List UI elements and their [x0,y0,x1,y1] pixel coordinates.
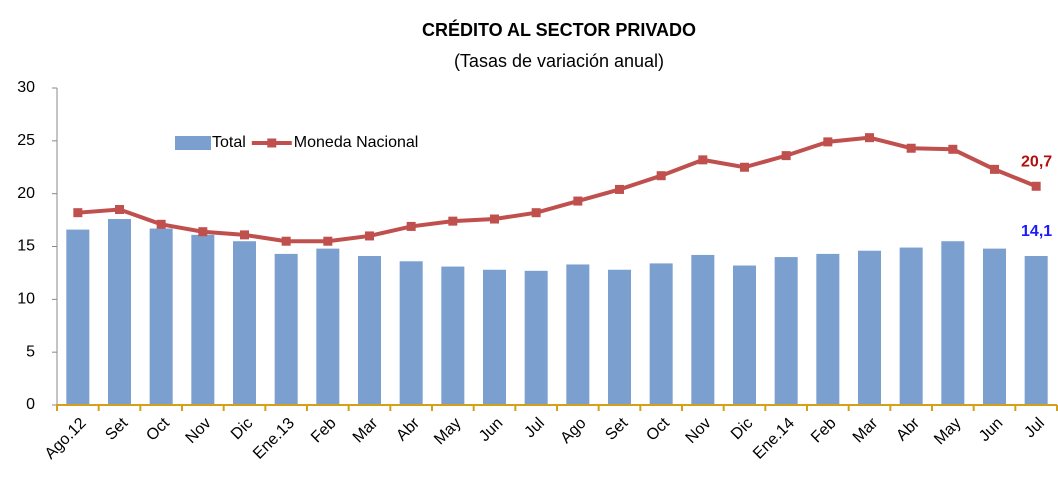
marker [490,214,499,224]
bar [816,253,840,405]
legend-marker [267,138,277,148]
x-tick-label: Jun [476,415,506,445]
marker [948,144,958,154]
bar [233,241,256,405]
marker [865,133,874,143]
bar [733,265,756,405]
legend-label: Total [212,134,246,151]
x-tick-label: May [931,415,964,448]
y-tick-label: 5 [26,343,35,360]
marker [615,184,624,194]
x-tick-label: Jun [976,415,1006,445]
marker [573,196,583,206]
marker [448,216,458,226]
y-tick-label: 10 [17,291,35,308]
x-tick-label: Mar [350,414,382,446]
marker [823,137,833,147]
bar [483,269,506,405]
data-label: 20,7 [1021,153,1052,170]
bar [774,257,798,405]
x-tick-label: Ene.14 [750,415,798,463]
legend-swatch [175,136,211,150]
x-tick-label: Dic [228,415,256,443]
x-tick-label: Feb [308,415,340,447]
x-tick-label: Ago [557,415,589,447]
marker [365,231,374,241]
x-tick-label: Set [102,414,131,443]
bar [941,241,965,405]
bar [358,256,381,405]
marker [240,230,249,240]
bar [691,254,715,405]
line [77,135,1037,244]
x-tick-label: Set [602,414,631,443]
x-tick-label: Abr [893,414,923,444]
bar [899,247,923,405]
bar [274,253,298,405]
y-tick-label: 25 [17,132,35,149]
marker [156,219,166,229]
y-tick-label: 15 [17,238,35,255]
marker [198,227,208,237]
bar [858,250,881,405]
marker [656,171,666,181]
y-tick-label: 0 [26,396,35,413]
bar [1024,256,1048,405]
legend-label: Moneda Nacional [294,134,419,151]
marker [406,221,416,231]
bar [108,219,131,405]
bar [524,270,548,405]
marker [781,151,791,161]
marker [281,236,291,246]
bar [149,228,173,405]
x-tick-label: May [431,415,464,448]
bar [608,269,631,405]
bar [441,266,465,405]
marker [531,208,541,218]
x-tick-label: Ago.12 [42,415,90,463]
bar [983,248,1006,405]
y-tick-label: 30 [17,79,35,96]
x-tick-label: Oct [143,414,173,444]
bar [191,234,215,405]
bar [649,263,673,405]
bar [66,229,90,405]
y-tick-label: 20 [17,185,35,202]
x-tick-label: Feb [808,415,840,447]
x-tick-label: Jul [521,415,547,441]
x-tick-label: Ene.13 [250,415,298,463]
marker [115,205,124,215]
chart-title: CRÉDITO AL SECTOR PRIVADO [422,19,696,40]
bar [316,248,340,405]
x-tick-label: Jul [1021,415,1047,441]
marker [698,155,708,165]
bar [566,264,590,405]
x-tick-label: Abr [393,414,423,444]
marker [906,143,916,153]
bar [399,261,423,405]
marker [323,236,333,246]
marker [740,162,749,172]
marker [73,208,83,218]
chart-subtitle: (Tasas de variación anual) [454,51,664,71]
data-label: 14,1 [1021,223,1052,240]
marker [990,164,999,174]
x-tick-label: Mar [850,414,882,446]
x-tick-label: Oct [643,414,673,444]
x-tick-label: Nov [683,415,715,447]
marker [1031,181,1041,191]
x-tick-label: Nov [183,415,215,447]
x-tick-label: Dic [728,415,756,443]
